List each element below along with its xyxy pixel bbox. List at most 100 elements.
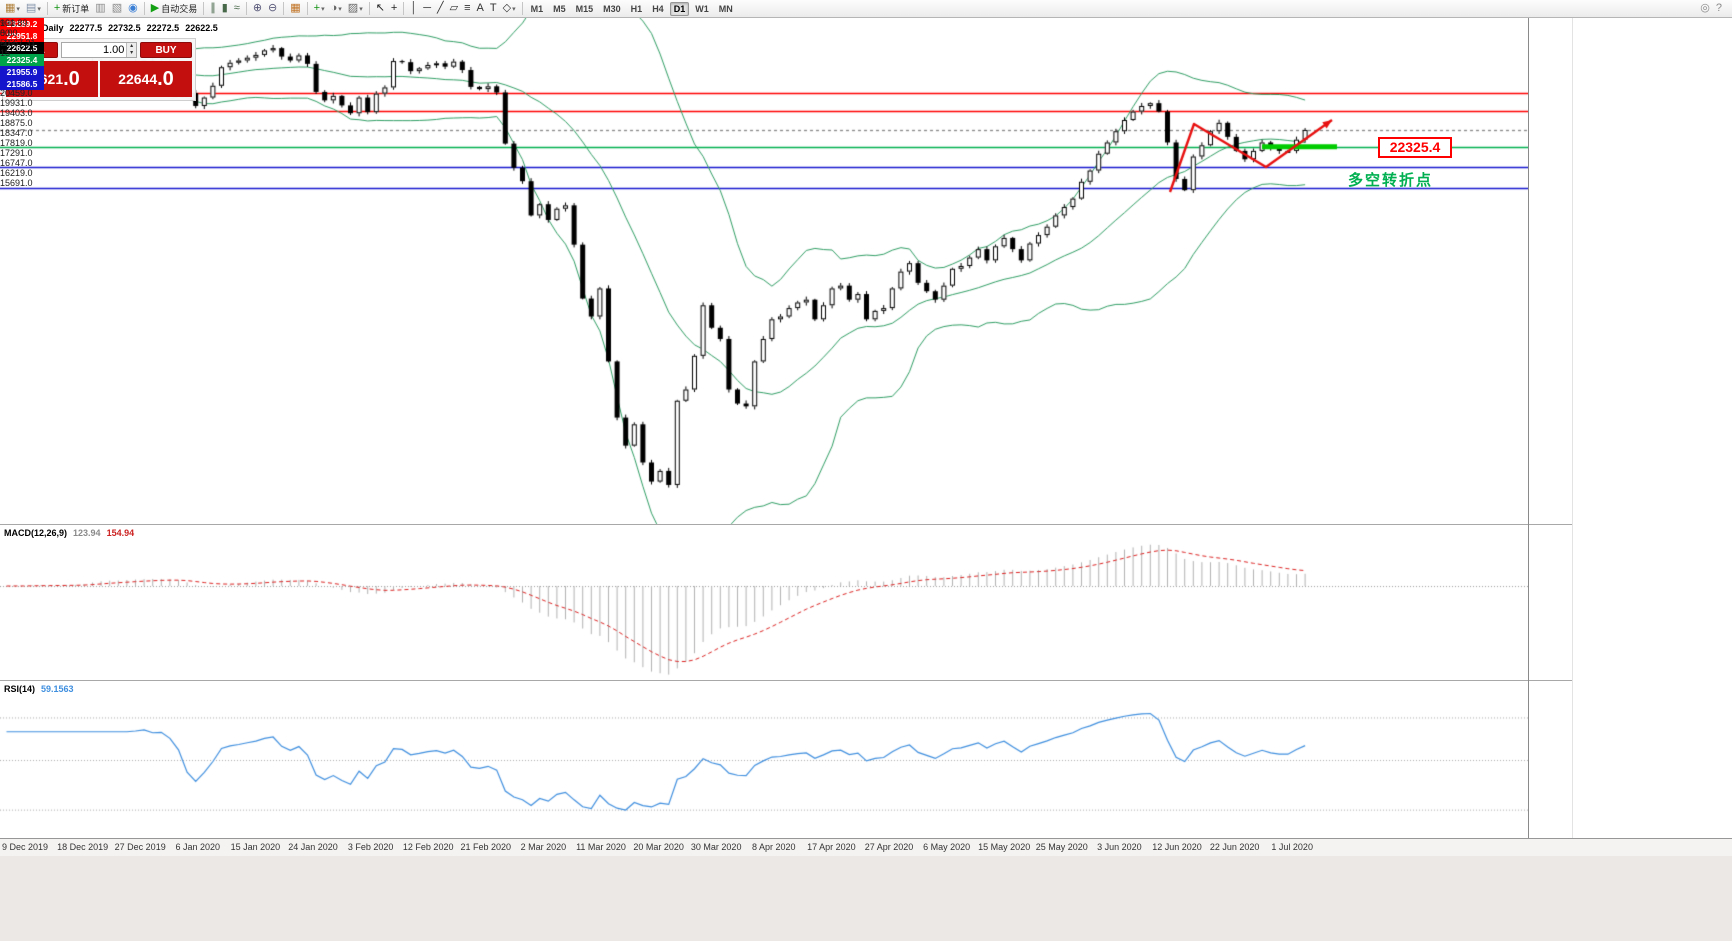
time-axis-label: 30 Mar 2020 [690,842,742,852]
time-axis-label: 18 Dec 2019 [57,842,109,852]
shapes-button[interactable]: ◇ ▾ [500,1,519,17]
rsi-axis-label: 100 [0,18,16,28]
time-axis-label: 3 Jun 2020 [1097,842,1142,852]
rsi-axis[interactable]: 100 80 50 15 [0,18,15,58]
cursor-button[interactable]: ↖ [373,1,388,17]
market-watch-button[interactable]: ▥ [92,1,108,17]
help-button[interactable]: ? [1713,1,1725,17]
price-axis-label: 19403.0 [0,108,33,118]
vertical-line-button[interactable]: │ [407,1,420,17]
toolbar: ▦ ▾ ▤ ▾ + 新订单 ▥ ▧ ◉ ▶ 自动交易 ∥ ▮ ≈ ⊕ ⊖ ▦ + ▾ ◑ ▾ ▨ ▾ ↖ + │ ─ ╱ ▱ ≡ A T ◇ ▾ M… [0,0,1732,18]
time-axis[interactable]: 9 Dec 2019 18 Dec 2019 27 Dec 2019 6 Jan 20… [0,838,1732,856]
rsi-axis-label: 15 [0,48,11,58]
new-chart-icon: ▦ [5,2,16,14]
time-axis-label: 24 Jan 2020 [288,842,338,852]
time-axis-label: 12 Jun 2020 [1152,842,1202,852]
timeframe-h4[interactable]: H4 [652,3,664,14]
bar-chart-button[interactable]: ∥ [207,1,219,17]
price-level-box: 21586.5 [0,78,44,90]
timeframe-mn[interactable]: MN [718,3,733,14]
dropdown-arrow-icon: ▾ [37,5,41,13]
templates-button[interactable]: ▨ ▾ [345,1,366,17]
time-axis-label: 6 Jan 2020 [175,842,221,852]
timeframe-m5[interactable]: M5 [553,3,566,14]
periods-button[interactable]: ◑ ▾ [328,1,345,17]
new-order-button[interactable]: + 新订单 [51,1,92,17]
data-window-button[interactable]: ▧ [109,1,125,17]
time-axis-label: 12 Feb 2020 [402,842,454,852]
buy-price-panel[interactable]: 22644 .0 [100,61,192,97]
price-callout-box[interactable]: 22325.4 [1378,137,1452,158]
toolbar-separator [403,2,405,15]
toolbar-separator [306,2,308,15]
autotrade-button[interactable]: ▶ 自动交易 [148,1,200,17]
volume-stepper[interactable]: ▴ ▾ [61,42,137,58]
text-icon: A [476,2,484,14]
price-level-labels: 23289.2 22951.8 22622.5 22325.4 21955.9 21586… [0,18,44,90]
market-watch-icon: ▥ [95,2,106,14]
dropdown-arrow-icon: ▾ [338,5,342,13]
price-axis-label: 20459.0 [0,88,33,98]
time-axis-label: 21 Feb 2020 [460,842,512,852]
volume-down-icon[interactable]: ▾ [127,50,136,57]
timeframe-m1[interactable]: M1 [530,3,544,14]
new-order-label: 新订单 [62,4,90,14]
pane-separator[interactable] [0,680,1572,681]
buy-button[interactable]: BUY [140,42,192,58]
chart-canvas[interactable] [0,18,1528,838]
rsi-axis-label: 50 [0,38,11,48]
time-axis-label: 27 Dec 2019 [114,842,166,852]
macd-axis[interactable]: 931.89 0.00 -1667.31 [0,18,36,48]
navigator-button[interactable]: ◉ [125,1,141,17]
tile-windows-button[interactable]: ▦ [287,1,303,17]
channel-button[interactable]: ▱ [447,1,461,17]
bar-chart-icon: ∥ [210,2,216,14]
rsi-header: RSI(14) 59.1563 [4,684,74,694]
chart-window: JPN225-,Daily 22277.5 22732.5 22272.5 22… [0,18,1732,838]
timeframe-m15[interactable]: M15 [575,3,594,14]
toolbar-separator [46,2,48,15]
volume-up-icon[interactable]: ▴ [127,43,136,50]
time-axis-label: 25 May 2020 [1035,842,1088,852]
time-axis-label: 20 Mar 2020 [633,842,684,852]
timeframe-h1[interactable]: H1 [630,3,643,14]
dropdown-arrow-icon: ▾ [16,5,20,13]
indicators-button[interactable]: + ▾ [311,1,328,17]
zoom-in-button[interactable]: ⊕ [250,1,265,17]
timeframe-m30[interactable]: M30 [603,3,621,14]
dropdown-arrow-icon: ▾ [512,5,516,13]
community-button[interactable]: ◎ [1697,1,1713,17]
buy-price-frac: .0 [157,67,174,90]
time-axis-label: 8 Apr 2020 [752,842,796,852]
price-level-box: 21955.9 [0,66,44,78]
fibonacci-button[interactable]: ≡ [461,1,473,17]
price-level-box: 22951.8 [0,30,44,42]
pane-separator[interactable] [0,524,1572,525]
volume-input[interactable] [62,43,127,57]
profiles-button[interactable]: ▤ ▾ [23,1,44,17]
text-label-button[interactable]: T [487,1,500,17]
new-chart-button[interactable]: ▦ ▾ [2,1,23,17]
data-window-icon: ▧ [111,2,123,14]
zoom-out-button[interactable]: ⊖ [265,1,280,17]
price-level-box: 22325.4 [0,54,44,66]
sell-price-frac: .0 [63,67,80,90]
turning-point-text[interactable]: 多空转折点 [1348,172,1434,189]
text-button[interactable]: A [474,1,487,17]
crosshair-button[interactable]: + [388,1,400,17]
toolbar-separator [368,2,370,15]
time-axis-label: 15 Jan 2020 [230,842,281,852]
price-axis-label: 17819.0 [0,138,33,148]
autotrade-icon: ▶ [150,2,160,14]
toolbar-separator [283,2,285,15]
line-chart-button[interactable]: ≈ [231,1,243,17]
horizontal-line-icon: ─ [423,2,432,14]
cursor-icon: ↖ [375,2,385,14]
horizontal-line-button[interactable]: ─ [420,1,434,17]
trendline-button[interactable]: ╱ [434,1,447,17]
toolbar-separator [245,2,247,15]
timeframe-d1[interactable]: D1 [669,1,690,16]
candlestick-chart-button[interactable]: ▮ [219,1,231,17]
timeframe-w1[interactable]: W1 [695,3,709,14]
